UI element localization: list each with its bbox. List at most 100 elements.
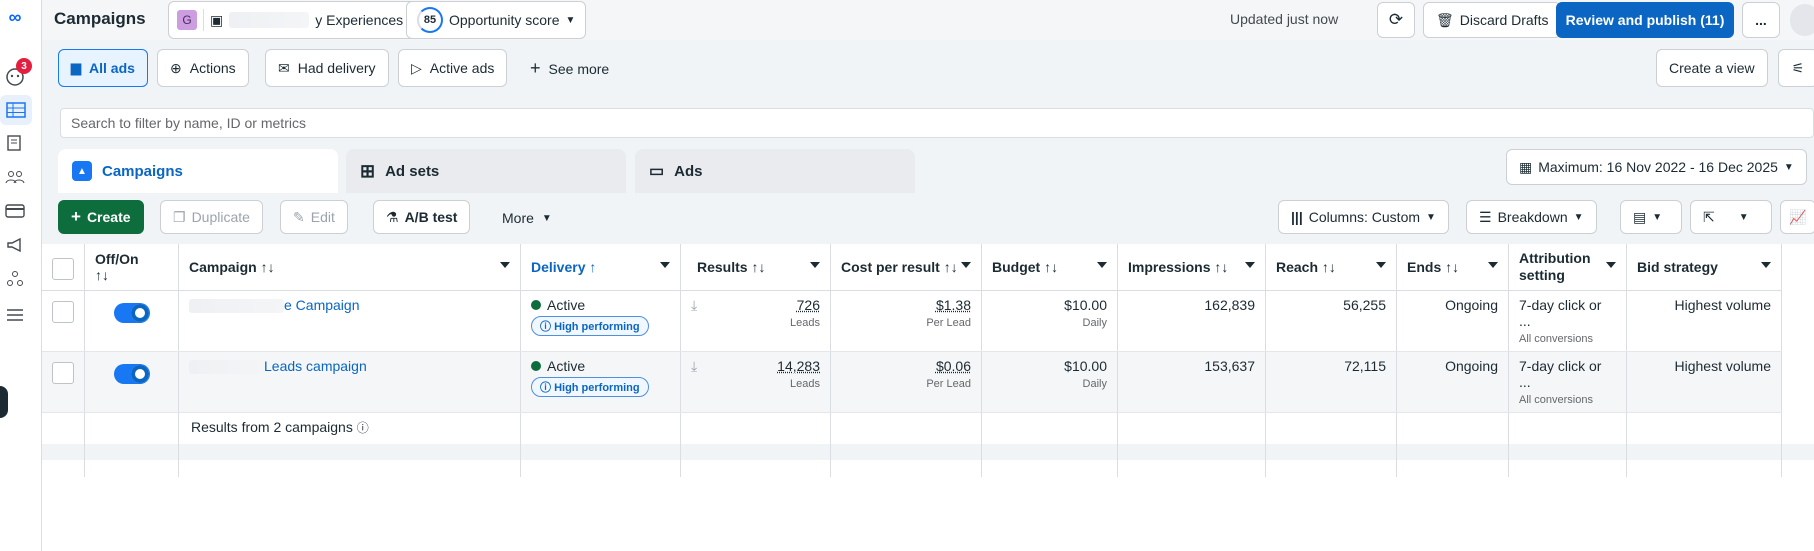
info-icon[interactable]: ⓘ: [356, 421, 369, 435]
duplicate-label: Duplicate: [191, 209, 250, 225]
header-results[interactable]: Results ↑↓: [680, 244, 831, 291]
audiences-icon[interactable]: [0, 162, 30, 192]
account-selector[interactable]: G ▣ y Experiences ... ▼: [168, 1, 448, 39]
header-cost-per-result[interactable]: Cost per result ↑↓: [830, 244, 982, 291]
pencil-icon: ✎: [293, 208, 305, 225]
discard-drafts-button[interactable]: 🗑 Discard Drafts: [1423, 2, 1562, 38]
settings-sliders-button[interactable]: ⚟: [1778, 49, 1814, 87]
billing-icon[interactable]: [0, 196, 30, 226]
chevron-down-icon[interactable]: [1761, 262, 1771, 268]
table-row[interactable]: Leads campaign Active ⓘ High performing ⤓…: [42, 351, 1782, 413]
header-bid-strategy[interactable]: Bid strategy: [1626, 244, 1782, 291]
header-bid-label: Bid strategy: [1637, 259, 1718, 275]
header-offon[interactable]: Off/On ↑↓: [84, 244, 179, 291]
chevron-down-icon: ▼: [1426, 211, 1436, 223]
notifications-icon[interactable]: 3: [0, 58, 32, 92]
megaphone-icon[interactable]: [0, 230, 30, 260]
tab-ad-sets[interactable]: ⊞ Ad sets: [346, 149, 626, 193]
ab-test-button[interactable]: ⚗ A/B test: [373, 200, 471, 234]
campaign-name-cell: Leads campaign: [178, 351, 521, 413]
chevron-down-icon: ▼: [1652, 211, 1663, 223]
attribution-sub: All conversions: [1519, 333, 1593, 345]
header-delivery[interactable]: Delivery ↑: [520, 244, 681, 291]
chevron-down-icon[interactable]: [1376, 262, 1386, 268]
campaigns-table: Off/On ↑↓ Campaign ↑↓ Delivery ↑ Results …: [42, 244, 1814, 477]
chart-button[interactable]: 📈: [1780, 200, 1814, 234]
campaign-toggle[interactable]: [113, 303, 150, 323]
row-select-cell: [42, 290, 85, 352]
footer-cell: [520, 412, 681, 477]
chevron-down-icon[interactable]: [810, 262, 820, 268]
row-checkbox[interactable]: [52, 362, 74, 384]
header-campaign[interactable]: Campaign ↑↓: [178, 244, 521, 291]
row-toggle-cell: [84, 290, 179, 352]
avatar[interactable]: [1790, 4, 1814, 36]
tab-campaigns[interactable]: ▲ Campaigns: [58, 149, 338, 193]
tab-campaigns-label: Campaigns: [102, 162, 183, 180]
ends-cell: Ongoing: [1396, 290, 1509, 352]
row-checkbox[interactable]: [52, 301, 74, 323]
refresh-button[interactable]: ⟳: [1377, 2, 1415, 38]
attribution-value: 7-day click or ...: [1519, 358, 1602, 390]
attribution-cell: 7-day click or ... All conversions: [1508, 351, 1627, 413]
menu-icon[interactable]: [0, 300, 30, 330]
create-button[interactable]: + Create: [58, 200, 144, 234]
filter-had-delivery[interactable]: ✉ Had delivery: [265, 49, 389, 87]
chevron-down-icon[interactable]: [660, 262, 670, 268]
trash-icon: 🗑: [1436, 11, 1454, 28]
filter-all-ads[interactable]: ▆ All ads: [58, 49, 148, 87]
columns-button[interactable]: ||| Columns: Custom ▼: [1278, 200, 1449, 234]
catalog-icon[interactable]: [0, 128, 30, 158]
search-input[interactable]: Search to filter by name, ID or metrics: [60, 108, 1814, 138]
header-impressions[interactable]: Impressions ↑↓: [1117, 244, 1266, 291]
create-view-button[interactable]: Create a view: [1656, 49, 1768, 87]
date-range-picker[interactable]: ▦ Maximum: 16 Nov 2022 - 16 Dec 2025 ▼: [1506, 149, 1807, 185]
more-button[interactable]: More ▼: [502, 210, 552, 226]
campaign-name-link[interactable]: Leads campaign: [264, 358, 367, 374]
campaigns-table-icon[interactable]: [0, 95, 32, 125]
delivery-cell: Active ⓘ High performing: [520, 290, 681, 352]
more-options-button[interactable]: ...: [1742, 2, 1780, 38]
duplicate-button[interactable]: ❐ Duplicate: [160, 200, 263, 234]
help-icon[interactable]: [0, 386, 8, 418]
chevron-down-icon[interactable]: [961, 262, 971, 268]
select-all-checkbox[interactable]: [52, 258, 74, 280]
chevron-down-icon[interactable]: [1488, 262, 1498, 268]
header-ends[interactable]: Ends ↑↓: [1396, 244, 1509, 291]
chevron-down-icon[interactable]: [1606, 262, 1616, 268]
footer-cell: [1626, 412, 1782, 477]
campaign-toggle[interactable]: [113, 364, 150, 384]
header-reach[interactable]: Reach ↑↓: [1265, 244, 1397, 291]
chevron-down-icon[interactable]: [500, 262, 510, 268]
header-select-all[interactable]: [42, 244, 85, 291]
review-publish-button[interactable]: Review and publish (11): [1556, 2, 1734, 38]
table-row[interactable]: e Campaign Active ⓘ High performing ⤓ 726 L…: [42, 290, 1782, 352]
header-budget[interactable]: Budget ↑↓: [981, 244, 1118, 291]
updated-status: Updated just now: [1230, 11, 1339, 27]
chevron-down-icon[interactable]: [1097, 262, 1107, 268]
campaign-name-link[interactable]: e Campaign: [284, 297, 360, 313]
export-button[interactable]: ⇱ ▼: [1690, 200, 1772, 234]
filter-active-ads[interactable]: ▷ Active ads: [398, 49, 508, 87]
budget-sub: Daily: [1082, 317, 1107, 329]
reports-button[interactable]: ▤ ▼: [1620, 200, 1682, 234]
chevron-down-icon[interactable]: [1245, 262, 1255, 268]
breakdown-icon: ☰: [1479, 208, 1492, 225]
opportunity-score-button[interactable]: 85 Opportunity score ▼: [406, 1, 587, 39]
header-offon-label: Off/On: [95, 251, 139, 267]
redacted-campaign-name: [189, 360, 264, 375]
edit-button[interactable]: ✎ Edit: [280, 200, 348, 234]
header-attribution[interactable]: Attribution setting: [1508, 244, 1627, 291]
edit-label: Edit: [310, 209, 335, 225]
refresh-icon: ⟳: [1388, 10, 1404, 29]
header-cpr-label: Cost per result ↑↓: [841, 259, 958, 275]
cpr-cell: $1.38 Per Lead: [830, 290, 982, 352]
breakdown-button[interactable]: ☰ Breakdown ▼: [1466, 200, 1597, 234]
filter-actions[interactable]: ⊕ Actions: [157, 49, 249, 87]
see-more-button[interactable]: + See more: [530, 58, 609, 79]
page-title: Campaigns: [54, 9, 146, 28]
meta-logo-icon[interactable]: ∞: [8, 6, 22, 27]
tab-ads[interactable]: ▭ Ads: [635, 149, 915, 193]
budget-cell: $10.00 Daily: [981, 351, 1118, 413]
events-manager-icon[interactable]: [0, 264, 30, 294]
